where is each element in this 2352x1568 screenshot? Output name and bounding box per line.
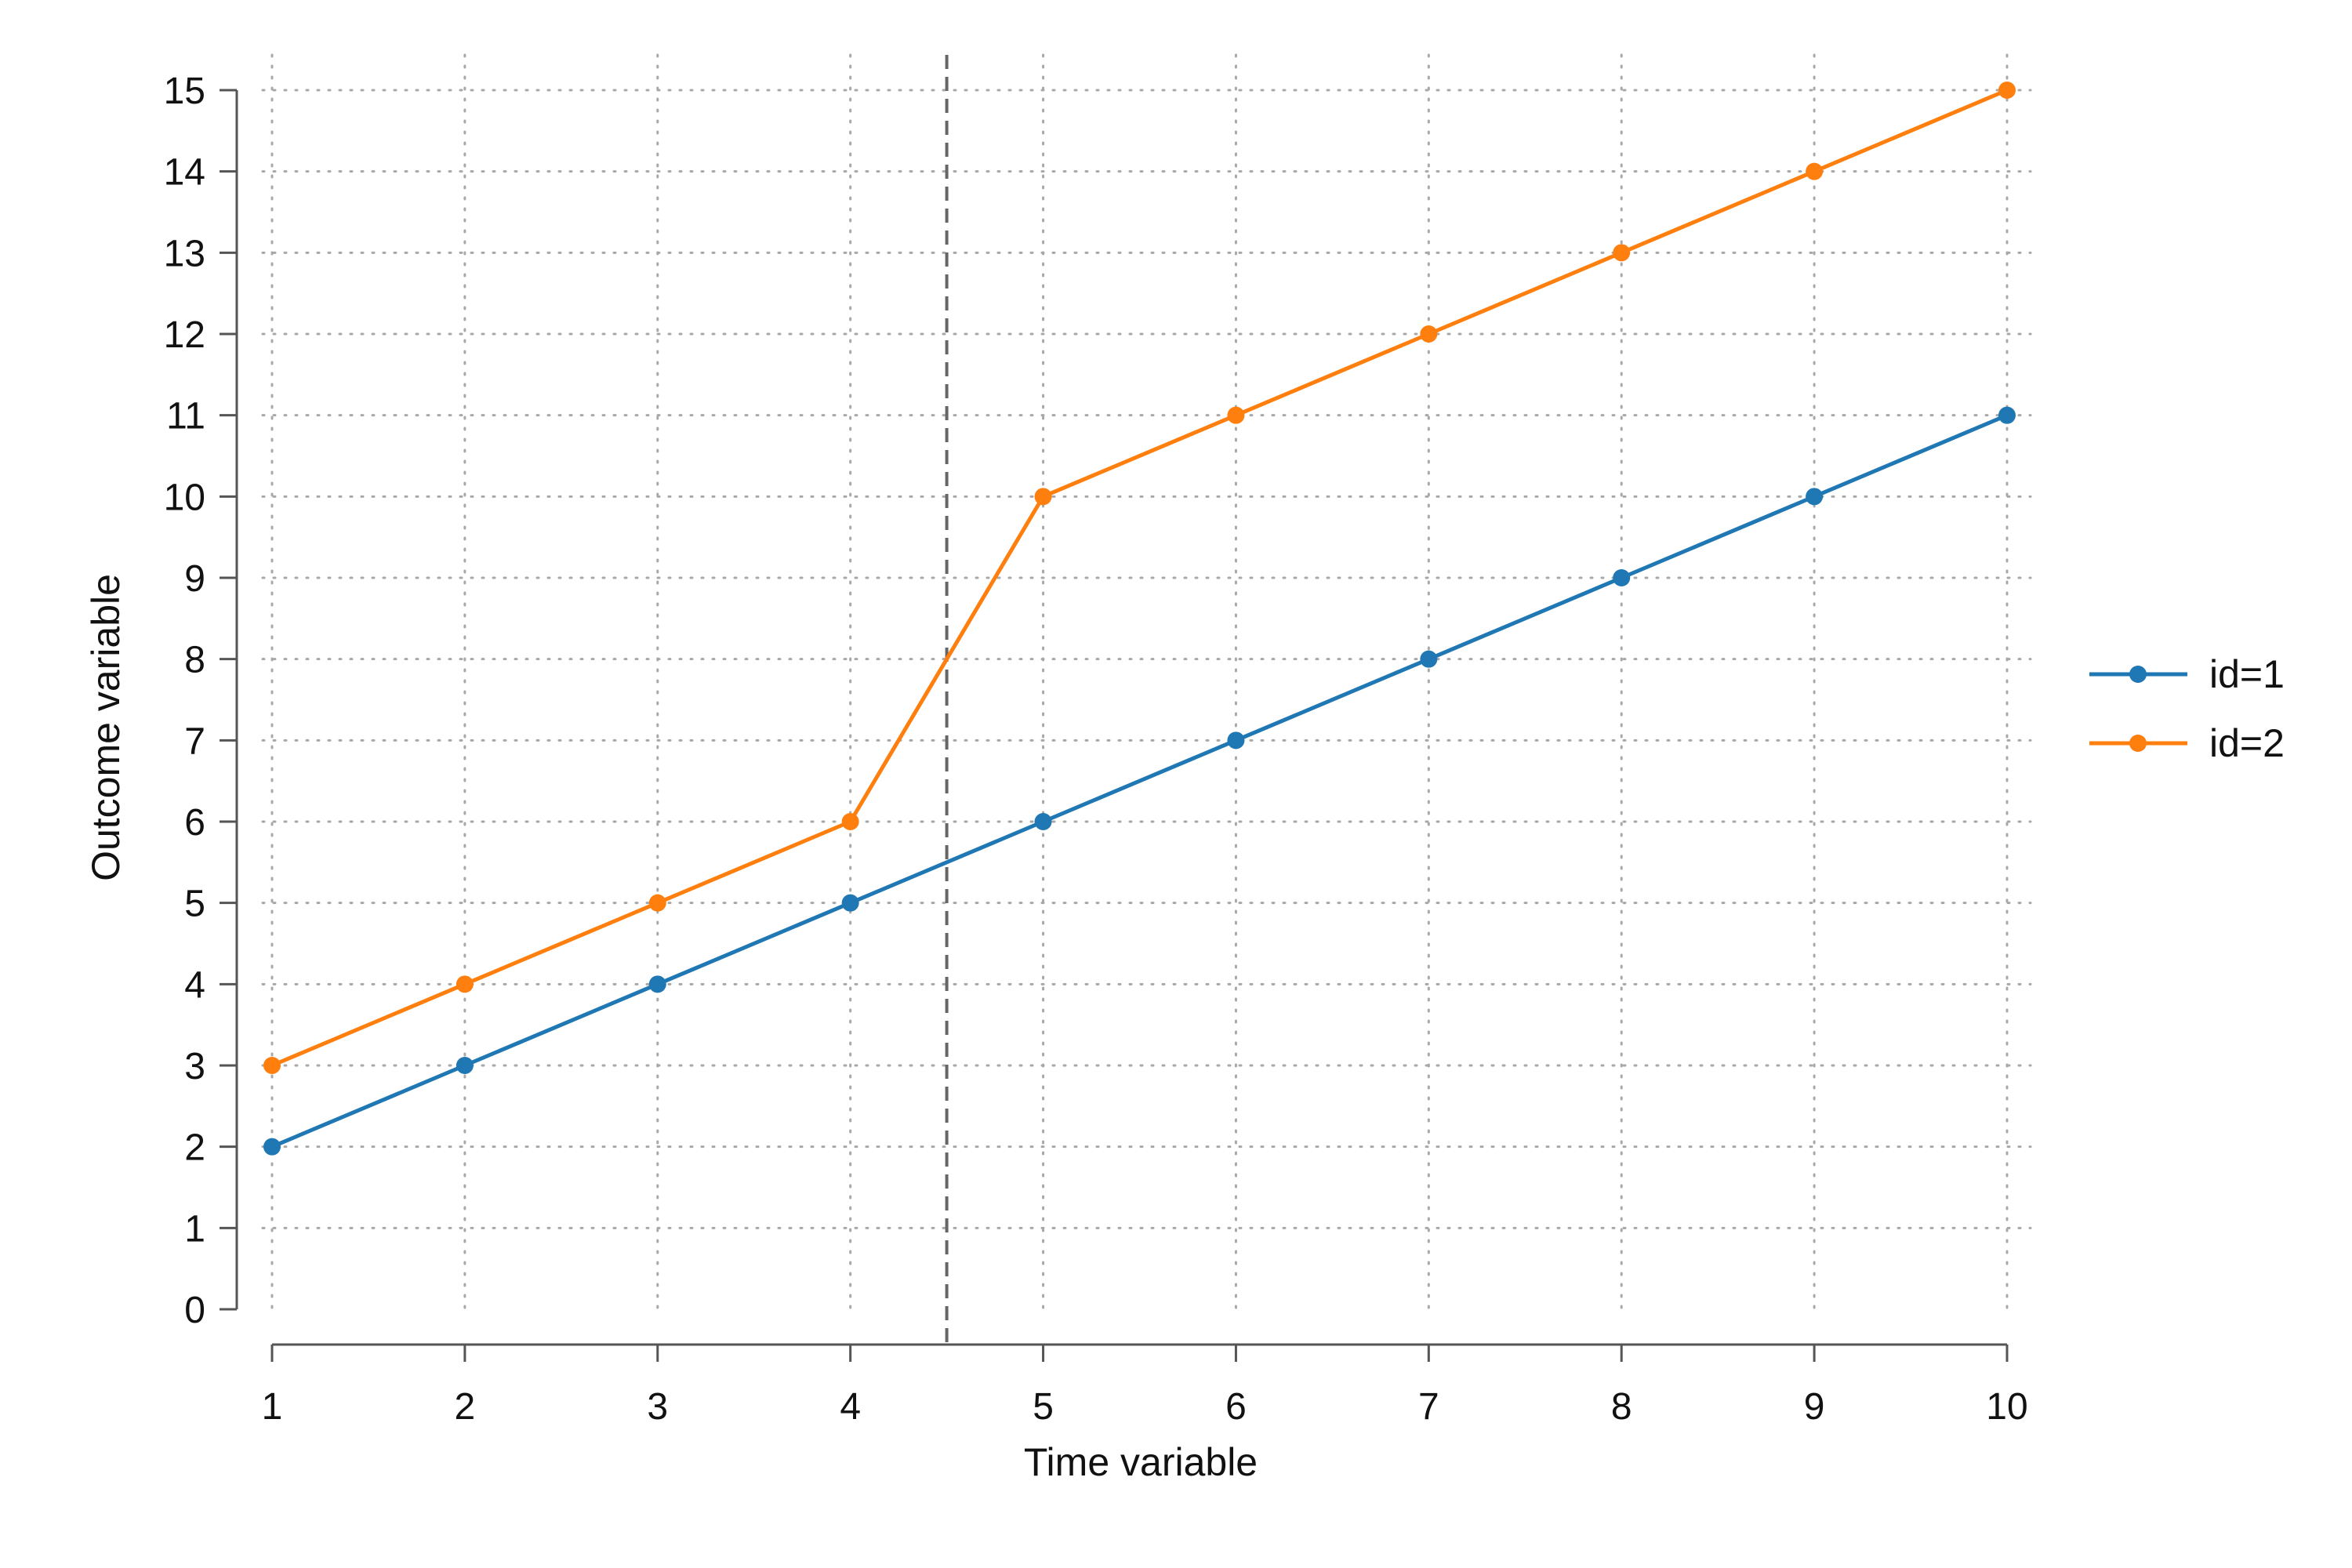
y-tick-label-8: 8 <box>184 640 205 681</box>
data-point-series-2-x3 <box>648 894 666 912</box>
series-line-1 <box>271 413 2008 1149</box>
data-point-series-1-x1 <box>263 1138 281 1156</box>
y-tick-label-10: 10 <box>164 477 205 518</box>
data-point-series-2-x9 <box>1806 162 1824 180</box>
gridlines <box>261 53 2032 1311</box>
legend-label-1: id=1 <box>2209 652 2285 696</box>
x-tick-label-4: 4 <box>840 1386 861 1428</box>
data-point-series-1-x7 <box>1420 650 1438 668</box>
y-tick-label-9: 9 <box>184 558 205 600</box>
y-tick-label-6: 6 <box>184 802 205 844</box>
x-tick-label-10: 10 <box>1986 1386 2027 1428</box>
y-tick-label-12: 12 <box>164 314 205 356</box>
y-tick-label-7: 7 <box>184 720 205 762</box>
data-point-series-1-x2 <box>456 1057 474 1074</box>
x-tick-label-6: 6 <box>1225 1386 1247 1428</box>
data-point-series-1-x9 <box>1806 488 1824 506</box>
y-tick-label-13: 13 <box>164 233 205 274</box>
x-tick-label-2: 2 <box>455 1386 476 1428</box>
data-point-series-1-x4 <box>841 894 859 912</box>
series-layer <box>263 82 2016 1156</box>
series-line-2 <box>271 88 2008 1068</box>
x-axis-title: Time variable <box>1024 1440 1258 1484</box>
y-tick-label-0: 0 <box>184 1290 205 1331</box>
y-tick-label-4: 4 <box>184 964 205 1006</box>
legend-swatch-marker-1 <box>2129 666 2147 683</box>
data-point-series-1-x5 <box>1034 813 1052 830</box>
y-tick-label-1: 1 <box>184 1208 205 1250</box>
data-point-series-2-x10 <box>1998 82 2016 99</box>
y-tick-label-2: 2 <box>184 1127 205 1169</box>
data-point-series-2-x1 <box>263 1057 281 1074</box>
data-point-series-1-x10 <box>1998 406 2016 424</box>
y-axis-title: Outcome variable <box>84 574 128 881</box>
x-tick-label-8: 8 <box>1611 1386 1632 1428</box>
data-point-series-2-x8 <box>1613 244 1631 262</box>
data-point-series-2-x2 <box>456 975 474 993</box>
y-tick-label-14: 14 <box>164 152 205 194</box>
data-point-series-2-x6 <box>1227 406 1245 424</box>
y-tick-label-5: 5 <box>184 884 205 925</box>
data-point-series-2-x4 <box>841 813 859 830</box>
data-point-series-2-x7 <box>1420 325 1438 343</box>
y-tick-label-15: 15 <box>164 71 205 112</box>
x-tick-label-9: 9 <box>1804 1386 1825 1428</box>
data-point-series-1-x3 <box>648 975 666 993</box>
legend-swatch-marker-2 <box>2129 735 2147 752</box>
data-point-series-2-x5 <box>1034 488 1052 506</box>
x-tick-label-7: 7 <box>1418 1386 1439 1428</box>
legend-label-2: id=2 <box>2209 721 2285 765</box>
data-point-series-1-x8 <box>1613 569 1631 586</box>
y-tick-label-3: 3 <box>184 1046 205 1087</box>
x-tick-label-5: 5 <box>1033 1386 1054 1428</box>
legend: id=1 id=2 <box>2089 652 2285 765</box>
x-tick-label-1: 1 <box>262 1386 283 1428</box>
data-point-series-1-x6 <box>1227 731 1245 750</box>
x-tick-label-3: 3 <box>647 1386 668 1428</box>
y-tick-label-11: 11 <box>166 396 205 437</box>
